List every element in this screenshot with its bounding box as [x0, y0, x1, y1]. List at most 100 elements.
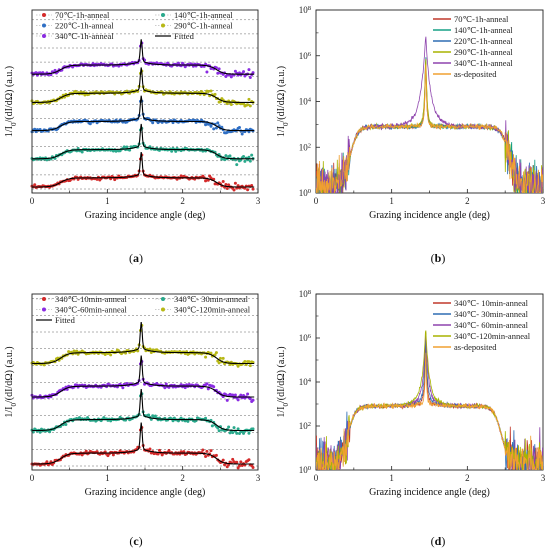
- data-point: [201, 448, 205, 452]
- data-point: [214, 126, 218, 130]
- legend-label: 290℃-1h-anneal: [174, 21, 233, 31]
- data-point: [248, 397, 252, 401]
- data-point: [210, 424, 214, 428]
- legend-item: as-deposited: [433, 69, 497, 79]
- data-point: [80, 150, 84, 154]
- legend-label: as-deposited: [454, 69, 497, 79]
- data-point: [42, 363, 46, 367]
- panel-label: (c): [129, 534, 142, 548]
- data-point: [163, 386, 167, 390]
- data-point: [236, 364, 240, 368]
- legend-label: 220℃-1h-anneal: [454, 36, 513, 46]
- data-point: [225, 186, 229, 190]
- y-axis-label: 1/I0/(dI/dΩ) (a.u.): [276, 66, 290, 137]
- data-point: [239, 460, 243, 464]
- data-point: [33, 183, 37, 187]
- y-tick-label: 102: [299, 142, 311, 153]
- data-point: [109, 353, 113, 357]
- data-point: [206, 387, 210, 391]
- legend-swatch: [161, 307, 165, 312]
- data-point: [53, 68, 57, 72]
- data-point: [231, 431, 235, 435]
- data-point: [171, 121, 175, 125]
- x-tick-label: 0: [30, 196, 35, 206]
- data-point: [242, 154, 246, 158]
- x-tick-label: 2: [180, 196, 185, 206]
- data-point: [224, 154, 228, 158]
- data-point: [170, 149, 174, 153]
- data-point: [250, 153, 254, 157]
- data-point: [232, 426, 236, 430]
- data-point: [246, 188, 250, 192]
- data-point: [251, 187, 255, 191]
- y-tick-label: 100: [299, 465, 311, 476]
- data-point: [148, 347, 152, 351]
- data-point: [95, 177, 99, 181]
- panel-d: 100 102 104 106 108 0 1 2 3 Grazing incidence ang…: [276, 289, 546, 549]
- data-point: [48, 430, 52, 434]
- data-point: [224, 182, 228, 186]
- data-point: [209, 89, 213, 93]
- data-point: [236, 184, 240, 188]
- data-point: [212, 385, 216, 389]
- y-tick-label: 102: [299, 421, 311, 432]
- data-point: [206, 90, 210, 94]
- data-point: [64, 423, 68, 427]
- legend-label: 140℃-1h-anneal: [454, 25, 513, 35]
- series-lines: [316, 36, 543, 193]
- data-point: [72, 349, 76, 353]
- legend-item: 340℃-10min-anneal: [36, 294, 127, 304]
- data-point: [216, 121, 220, 125]
- data-point: [237, 126, 241, 130]
- data-point: [237, 431, 241, 435]
- x-tick-label: 3: [541, 473, 546, 483]
- legend-item: Fitted: [36, 315, 76, 325]
- data-point: [179, 383, 183, 387]
- y-axis-label: 1/I0/(dI/dΩ) (a.u.): [4, 346, 18, 417]
- legend-label: 340℃-1h-anneal: [55, 31, 114, 41]
- data-point: [212, 127, 216, 131]
- legend-label: 140℃-1h-anneal: [174, 10, 233, 20]
- legend-item: 340℃- 30min-anneal: [155, 294, 249, 304]
- data-point: [246, 392, 250, 396]
- legend-swatch: [161, 297, 165, 301]
- data-point: [205, 70, 209, 74]
- legend-item: 140℃-1h-anneal: [433, 25, 513, 35]
- data-point: [75, 383, 79, 387]
- x-tick-label: 0: [314, 473, 319, 483]
- data-point: [251, 71, 255, 75]
- legend-item: as-deposited: [433, 342, 497, 352]
- x-tick-label: 2: [180, 473, 185, 483]
- data-point: [235, 460, 239, 464]
- data-point: [223, 158, 227, 162]
- data-point: [235, 163, 239, 167]
- legend-label: 340℃- 30min-anneal: [454, 309, 529, 319]
- data-point: [34, 71, 38, 75]
- legend-swatch: [42, 13, 46, 17]
- data-point: [88, 122, 92, 126]
- legend-label: Fitted: [55, 315, 76, 325]
- data-point: [243, 159, 247, 163]
- data-point: [205, 382, 209, 386]
- data-point: [217, 429, 221, 433]
- panel-label: (b): [431, 251, 446, 265]
- legend-swatch: [42, 23, 46, 28]
- fitted-line: [32, 389, 255, 432]
- data-point: [209, 449, 213, 453]
- data-point: [247, 155, 251, 159]
- legend-item: 340℃- 30min-anneal: [433, 309, 529, 319]
- x-tick-label: 3: [256, 196, 261, 206]
- data-point: [251, 398, 255, 402]
- data-point: [121, 386, 125, 390]
- data-point: [45, 460, 49, 464]
- data-point: [225, 398, 229, 402]
- data-point: [216, 71, 220, 75]
- data-point: [157, 448, 161, 452]
- data-point: [229, 103, 233, 107]
- data-point: [247, 68, 251, 72]
- data-point: [247, 431, 251, 435]
- y-tick-label: 106: [299, 50, 312, 61]
- legend-label: 340℃-60min-anneal: [55, 305, 127, 315]
- legend-label: 340℃-120min-anneal: [454, 331, 531, 341]
